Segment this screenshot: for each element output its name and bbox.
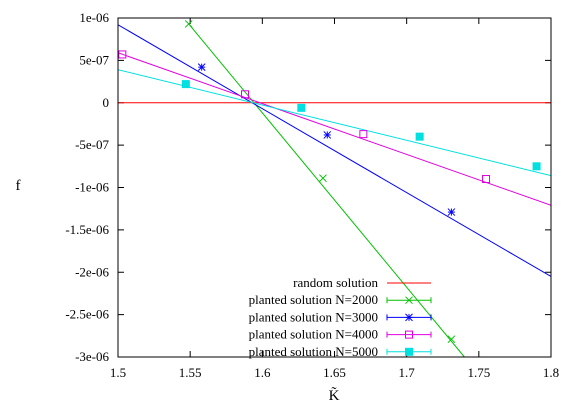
x-tick-label: 1.6	[254, 365, 271, 380]
series-1-point	[184, 20, 193, 28]
legend-entry: planted solution N=5000	[249, 344, 432, 359]
legend-label: planted solution N=2000	[249, 292, 378, 307]
y-tick-label: -3e-06	[75, 349, 109, 364]
y-tick-label: 0	[103, 95, 110, 110]
marker-stroke	[447, 335, 456, 344]
series-2-point	[323, 131, 332, 139]
series-4-point	[415, 132, 424, 141]
legend-entry: planted solution N=2000	[249, 292, 432, 307]
y-tick-label: 1e-06	[79, 10, 109, 25]
y-tick-label: -1e-06	[75, 180, 109, 195]
x-tick-label: 1.7	[399, 365, 416, 380]
legend-entry: planted solution N=3000	[249, 309, 432, 324]
legend-entry: planted solution N=4000	[249, 327, 432, 342]
series-3-point	[482, 175, 491, 184]
x-tick-label: 1.75	[467, 365, 490, 380]
x-tick-label: 1.55	[179, 365, 202, 380]
y-tick-label: -2e-06	[75, 264, 109, 279]
marker-stroke	[405, 296, 413, 305]
legend-label: planted solution N=4000	[249, 327, 378, 342]
series-1-line	[188, 23, 465, 357]
series-2-point	[197, 63, 206, 72]
y-tick-label: 5e-07	[79, 52, 109, 67]
series-4-point	[181, 80, 190, 89]
series-4-line	[118, 69, 551, 177]
legend-entry: random solution	[293, 275, 431, 290]
series-4-point	[297, 103, 306, 112]
series-4-point	[532, 162, 541, 171]
ticks-layer: 1.5 1.55 1.6 1.65 1.7 1.75 1.8 1e-06 5e-07 0 -5e-0…	[65, 10, 559, 380]
legend-marker	[405, 296, 413, 305]
legend-marker	[405, 330, 413, 339]
series-layer	[118, 23, 551, 357]
series-3-point	[118, 50, 127, 59]
x-tick-label: 1.5	[110, 365, 126, 380]
series-2-line	[118, 24, 551, 277]
x-tick-label: 1.65	[323, 365, 346, 380]
y-axis-label: f	[16, 178, 21, 194]
legend: random solution planted solution N=2000 pl…	[249, 275, 432, 359]
y-tick-label: -2.5e-06	[65, 307, 109, 322]
plot-frame	[117, 17, 552, 358]
series-3-point	[241, 90, 250, 99]
marker-stroke	[184, 20, 193, 28]
series-3-line	[118, 52, 551, 206]
legend-label: planted solution N=3000	[249, 309, 378, 324]
series-1-point	[447, 335, 456, 344]
legend-marker	[405, 347, 413, 356]
markers-layer	[118, 20, 541, 344]
legend-marker	[405, 313, 413, 322]
y-tick-label: -5e-07	[75, 137, 109, 152]
x-tick-label: 1.8	[543, 365, 559, 380]
series-3-point	[359, 130, 368, 139]
legend-label: planted solution N=5000	[249, 344, 378, 359]
legend-label: random solution	[293, 275, 378, 290]
marker-stroke	[319, 174, 327, 183]
series-2-point	[447, 208, 456, 216]
x-axis-label: K̃	[329, 387, 340, 404]
series-1-point	[319, 174, 327, 183]
y-tick-label: -1.5e-06	[65, 222, 109, 237]
